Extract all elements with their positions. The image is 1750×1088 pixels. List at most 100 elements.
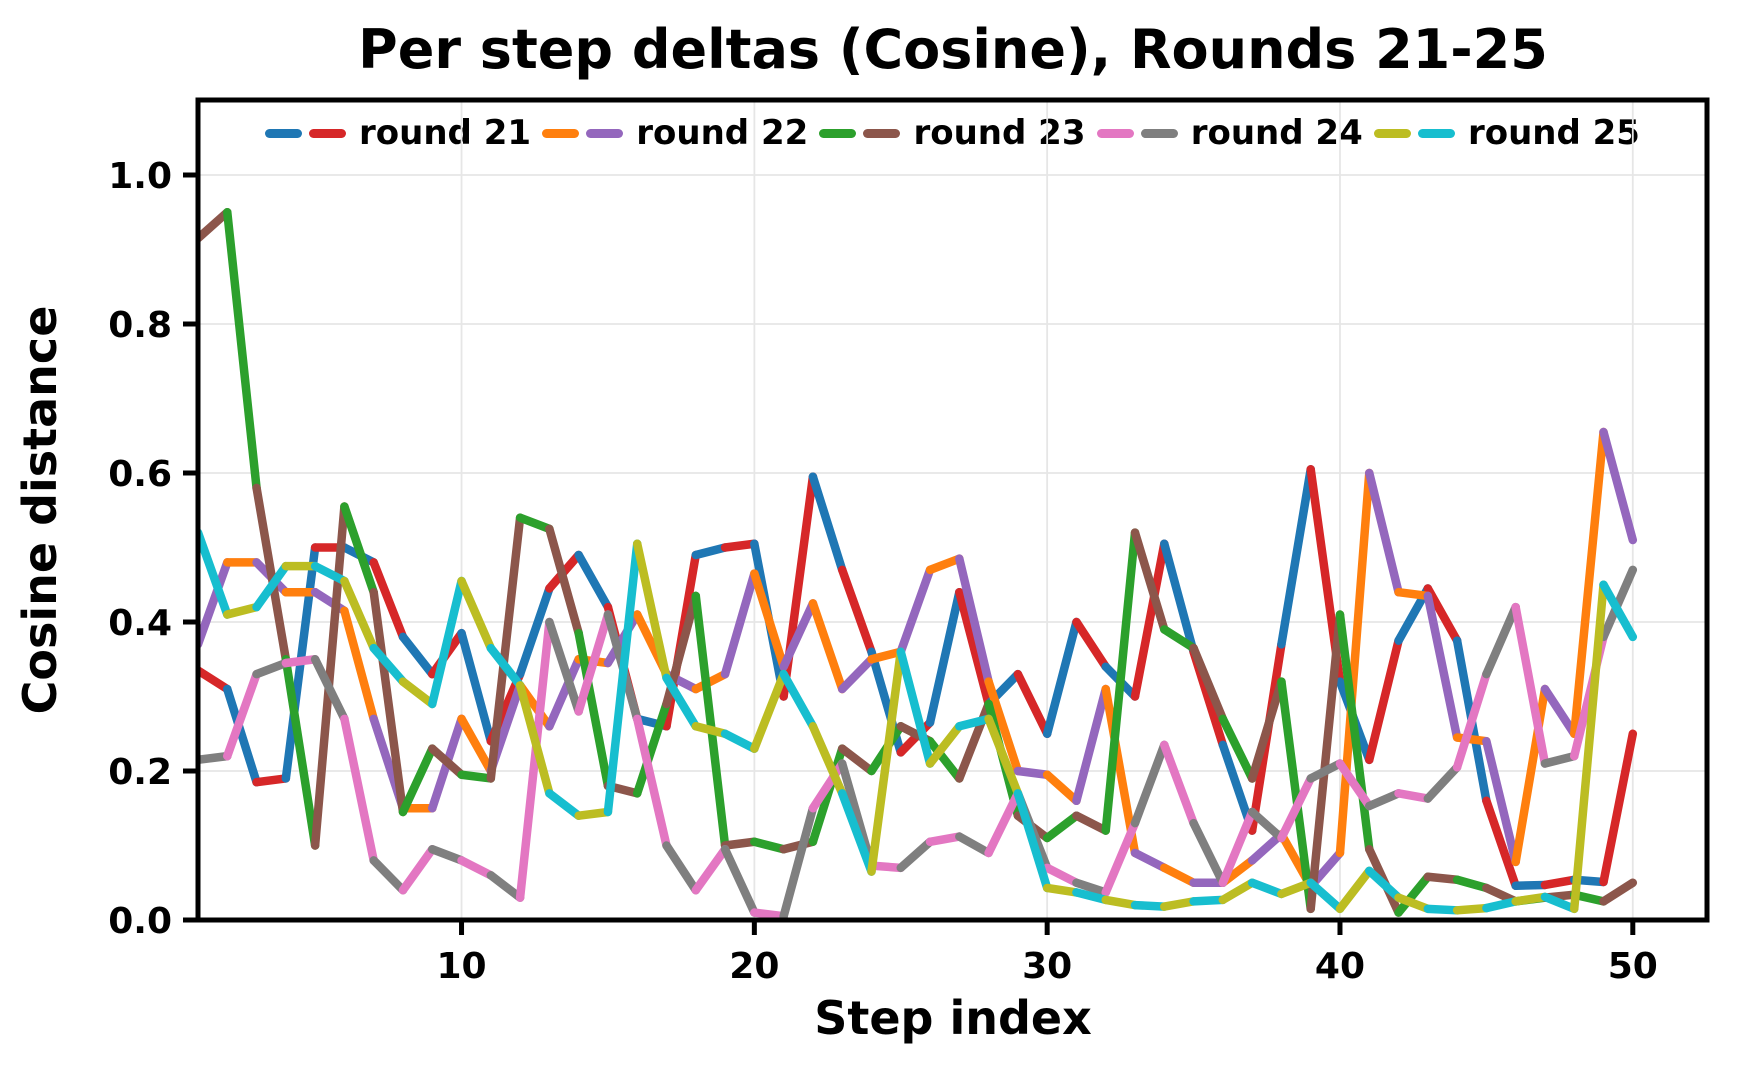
x-axis-label: Step index bbox=[814, 991, 1092, 1045]
line-segment bbox=[574, 628, 613, 791]
line-segment bbox=[1042, 770, 1081, 806]
line-segment bbox=[515, 513, 554, 534]
line-segment bbox=[310, 502, 349, 850]
line-segment bbox=[1540, 892, 1579, 914]
line-segment bbox=[574, 610, 613, 716]
chart-title: Per step deltas (Cosine), Rounds 21-25 bbox=[358, 18, 1548, 81]
line-segment bbox=[896, 565, 935, 657]
line-segment bbox=[340, 606, 378, 724]
series-round-21 bbox=[198, 465, 1638, 890]
line-segment bbox=[398, 744, 437, 817]
line-segment bbox=[515, 584, 554, 679]
y-tick-label-0.0: 0.0 bbox=[108, 901, 172, 942]
line-segment bbox=[398, 677, 437, 709]
line-segment bbox=[1569, 580, 1608, 914]
line-segment bbox=[1277, 677, 1315, 914]
line-segment bbox=[1101, 895, 1140, 910]
line-segment bbox=[428, 744, 466, 779]
legend-dash-icon bbox=[819, 128, 857, 138]
legend-label: round 23 bbox=[913, 113, 1086, 153]
line-segment bbox=[457, 576, 496, 653]
axes-spines bbox=[195, 97, 1710, 923]
line-segment bbox=[808, 472, 847, 575]
legend-item-round-22: round 22 bbox=[542, 116, 808, 150]
line-segment bbox=[984, 789, 1023, 858]
line-segment bbox=[1482, 796, 1520, 890]
x-tick-label-20: 20 bbox=[729, 946, 779, 987]
line-segment bbox=[603, 539, 642, 817]
line-segment bbox=[1452, 669, 1491, 772]
line-segment bbox=[1101, 818, 1140, 897]
line-segment bbox=[310, 655, 349, 724]
line-segment bbox=[925, 736, 964, 783]
line-segment bbox=[720, 837, 759, 850]
line-segment bbox=[1247, 878, 1286, 899]
line-segment bbox=[486, 871, 525, 902]
line-segment bbox=[955, 554, 993, 686]
y-tick-label-0.2: 0.2 bbox=[108, 752, 172, 793]
legend-dash-icon bbox=[309, 128, 346, 138]
line-segment bbox=[1482, 897, 1520, 913]
line-segment bbox=[1130, 900, 1169, 911]
line-segment bbox=[1218, 807, 1257, 887]
line-segment bbox=[281, 655, 320, 668]
line-segment bbox=[984, 677, 1023, 776]
line-segment bbox=[1277, 878, 1315, 899]
legend-dash-icon bbox=[1096, 128, 1134, 138]
line-segment bbox=[340, 576, 378, 653]
line-segment bbox=[1042, 883, 1081, 897]
line-segment bbox=[720, 539, 759, 552]
line-segment bbox=[1511, 602, 1550, 768]
line-segment bbox=[984, 714, 1023, 798]
line-segment bbox=[515, 681, 554, 798]
line-segment bbox=[1511, 880, 1550, 890]
line-segment bbox=[223, 669, 261, 761]
legend-dash-icon bbox=[542, 128, 580, 138]
line-segment bbox=[1365, 468, 1403, 597]
line-segment bbox=[808, 599, 847, 694]
line-segment bbox=[1335, 759, 1374, 811]
line-segment bbox=[632, 699, 671, 798]
x-tick-label-40: 40 bbox=[1315, 946, 1365, 987]
line-segment bbox=[1218, 878, 1257, 905]
line-segment bbox=[867, 647, 906, 876]
line-segment bbox=[198, 558, 232, 649]
line-segment bbox=[691, 591, 730, 850]
line-segment bbox=[837, 655, 876, 694]
line-segment bbox=[837, 744, 876, 776]
line-segment bbox=[632, 539, 671, 683]
line-segment bbox=[223, 602, 261, 619]
line-segment bbox=[340, 714, 378, 865]
legend-item-round-23: round 23 bbox=[819, 113, 1086, 153]
line-segment bbox=[691, 669, 730, 694]
line-segment bbox=[1013, 669, 1052, 738]
line-segment bbox=[1247, 807, 1286, 843]
line-segment bbox=[574, 807, 613, 820]
line-segment bbox=[310, 561, 349, 586]
line-segment bbox=[1247, 677, 1286, 783]
line-segment bbox=[1394, 789, 1433, 803]
line-segment bbox=[1423, 584, 1462, 645]
line-segment bbox=[369, 643, 408, 686]
line-segment bbox=[1365, 636, 1403, 765]
legend-dash-icon bbox=[586, 128, 624, 138]
gridlines bbox=[198, 100, 1707, 920]
line-segment bbox=[281, 655, 320, 850]
line-segment bbox=[252, 483, 291, 664]
line-segment bbox=[252, 774, 291, 787]
line-segment bbox=[750, 837, 788, 854]
line-segment bbox=[955, 832, 993, 858]
line-segment bbox=[1394, 893, 1433, 914]
line-segment bbox=[1599, 427, 1638, 545]
line-segment bbox=[1072, 878, 1110, 897]
line-segment bbox=[632, 714, 671, 850]
line-segment bbox=[457, 856, 496, 880]
axis-ticks: 0.0 0.2 0.4 0.6 0.8 1.0 10 20 30 40 50 bbox=[108, 156, 1658, 987]
line-segment bbox=[1277, 774, 1315, 843]
line-segment bbox=[574, 550, 613, 612]
line-segment bbox=[457, 770, 496, 783]
line-segment bbox=[1335, 610, 1374, 854]
line-segment bbox=[808, 759, 847, 813]
line-segment bbox=[545, 524, 583, 638]
